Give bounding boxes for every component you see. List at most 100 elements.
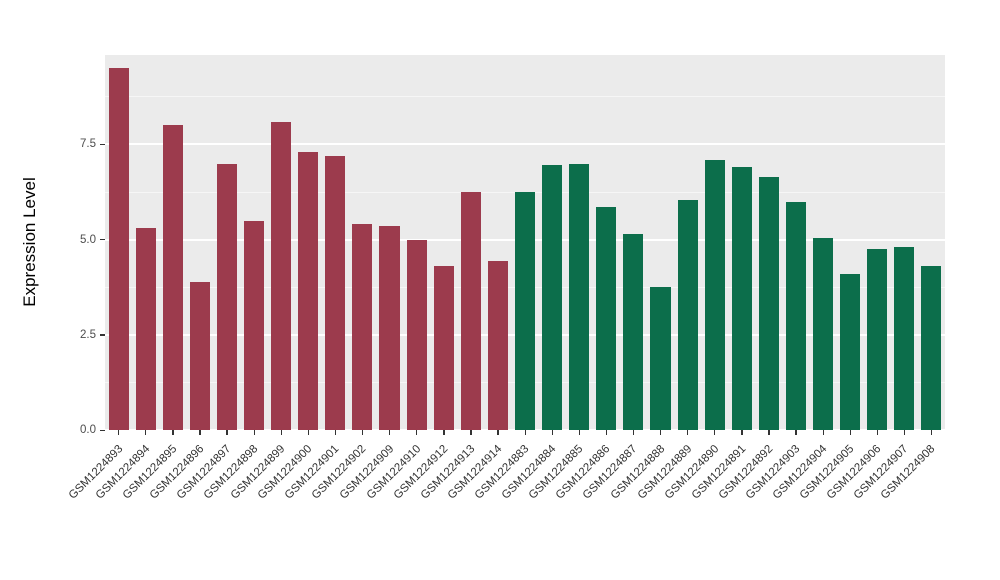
x-tick-label: GSM1224894 — [93, 443, 153, 502]
y-axis-title: Expression Level — [20, 177, 39, 307]
x-tick-label: GSM1224896 — [147, 443, 207, 502]
bar-GSM1224895 — [162, 125, 183, 430]
x-tick-label: GSM1224909 — [337, 443, 397, 502]
x-tick-mark — [876, 430, 879, 435]
x-tick-label-wrap: GSM1224897 — [65, 439, 234, 502]
x-tick-mark — [199, 430, 201, 435]
y-tick-label: 0.0 — [80, 424, 96, 436]
x-tick-mark — [849, 430, 851, 435]
bar-GSM1224912 — [433, 266, 454, 430]
x-tick-mark — [714, 430, 716, 435]
x-tick-mark — [416, 430, 418, 435]
x-tick-mark — [118, 430, 120, 435]
x-tick-label: GSM1224900 — [256, 443, 315, 502]
x-tick-label-wrap: GSM1224890 — [553, 439, 721, 502]
x-tick-mark — [741, 430, 743, 435]
x-tick-mark — [930, 430, 933, 435]
x-tick-label-wrap: GSM1224899 — [119, 439, 288, 502]
x-tick-label-wrap: GSM1224903 — [634, 439, 803, 502]
x-tick-label: GSM1224899 — [228, 443, 288, 502]
x-tick-label-wrap: GSM1224887 — [471, 439, 640, 502]
x-tick-mark — [524, 430, 526, 435]
x-tick-label: GSM1224886 — [554, 443, 613, 502]
bar-GSM1224894 — [135, 228, 156, 430]
x-tick-label-wrap: GSM1224910 — [255, 439, 423, 502]
bar-GSM1224892 — [758, 176, 779, 430]
bar-GSM1224909 — [379, 226, 400, 430]
x-tick-mark — [226, 430, 228, 435]
bar-GSM1224896 — [189, 281, 210, 430]
bar-GSM1224883 — [514, 192, 536, 430]
gridline-major — [105, 143, 945, 146]
x-tick-label: GSM1224905 — [797, 443, 857, 502]
x-tick-mark — [578, 430, 580, 435]
x-tick-mark — [903, 430, 906, 435]
x-tick-label: GSM1224904 — [770, 443, 830, 502]
x-tick-mark — [551, 430, 553, 435]
x-tick-label: GSM1224897 — [174, 443, 234, 502]
x-tick-label: GSM1224885 — [527, 443, 586, 502]
x-tick-label-wrap: GSM1224913 — [309, 439, 478, 502]
x-tick-label-wrap: GSM1224892 — [607, 439, 776, 502]
x-tick-mark — [768, 430, 770, 435]
bar-GSM1224886 — [596, 207, 617, 430]
x-tick-label-wrap: GSM1224914 — [336, 439, 505, 502]
bar-GSM1224907 — [894, 247, 915, 430]
x-tick-label-wrap: GSM1224900 — [146, 439, 315, 502]
y-tick-mark — [100, 143, 105, 146]
plot-panel — [105, 55, 945, 430]
y-tick-label: 7.5 — [80, 138, 96, 151]
x-tick-label-wrap: GSM1224912 — [282, 439, 451, 502]
bar-GSM1224905 — [840, 273, 861, 430]
x-tick-label: GSM1224903 — [743, 443, 803, 502]
x-tick-label: GSM1224906 — [825, 443, 884, 502]
x-tick-label-wrap: GSM1224884 — [390, 439, 559, 502]
x-tick-mark — [822, 430, 824, 435]
bar-GSM1224898 — [244, 220, 265, 430]
x-tick-mark — [172, 430, 174, 435]
bar-GSM1224899 — [271, 121, 292, 430]
bar-GSM1224914 — [487, 260, 508, 430]
x-tick-label-wrap: GSM1224891 — [580, 439, 749, 502]
x-tick-mark — [632, 430, 635, 435]
x-tick-label-wrap: GSM1224888 — [498, 439, 667, 502]
x-tick-label-wrap: GSM1224889 — [526, 439, 694, 502]
x-tick-label-wrap: GSM1224898 — [92, 439, 261, 502]
bar-GSM1224893 — [108, 68, 129, 430]
bar-GSM1224906 — [867, 249, 888, 430]
y-tick-label: 5.0 — [80, 233, 96, 246]
y-tick-mark — [100, 239, 105, 241]
x-tick-mark — [334, 430, 337, 435]
x-tick-label-wrap: GSM1224896 — [38, 439, 207, 502]
x-tick-label-wrap: GSM1224907 — [742, 439, 911, 502]
bar-GSM1224885 — [569, 163, 590, 430]
x-tick-label-wrap: GSM1224886 — [444, 439, 613, 502]
x-tick-mark — [389, 430, 391, 435]
x-tick-label: GSM1224908 — [879, 443, 938, 502]
x-tick-label-wrap: GSM1224902 — [200, 439, 369, 502]
x-tick-mark — [605, 430, 608, 435]
x-tick-label-wrap: GSM1224904 — [661, 439, 830, 502]
bar-GSM1224897 — [216, 163, 237, 430]
x-tick-label: GSM1224889 — [635, 443, 695, 502]
y-tick-mark — [100, 334, 105, 336]
x-tick-label-wrap: GSM1224908 — [769, 439, 938, 502]
x-tick-label-wrap: GSM1224895 — [11, 439, 180, 502]
x-tick-label: GSM1224902 — [310, 443, 369, 502]
bar-GSM1224900 — [298, 152, 319, 430]
x-tick-mark — [253, 430, 255, 435]
x-tick-mark — [307, 430, 310, 435]
x-tick-label: GSM1224888 — [608, 443, 667, 502]
x-tick-label: GSM1224893 — [66, 443, 126, 502]
x-tick-label-wrap: GSM1224893 — [0, 439, 125, 502]
x-tick-label-wrap: GSM1224909 — [228, 439, 396, 502]
x-tick-label: GSM1224884 — [499, 443, 559, 502]
bar-GSM1224908 — [921, 266, 942, 430]
bar-GSM1224904 — [813, 237, 834, 430]
x-tick-label: GSM1224887 — [581, 443, 640, 502]
x-tick-mark — [795, 430, 797, 435]
bar-GSM1224910 — [406, 239, 427, 430]
x-tick-label: GSM1224912 — [391, 443, 451, 502]
bar-GSM1224888 — [650, 287, 671, 430]
